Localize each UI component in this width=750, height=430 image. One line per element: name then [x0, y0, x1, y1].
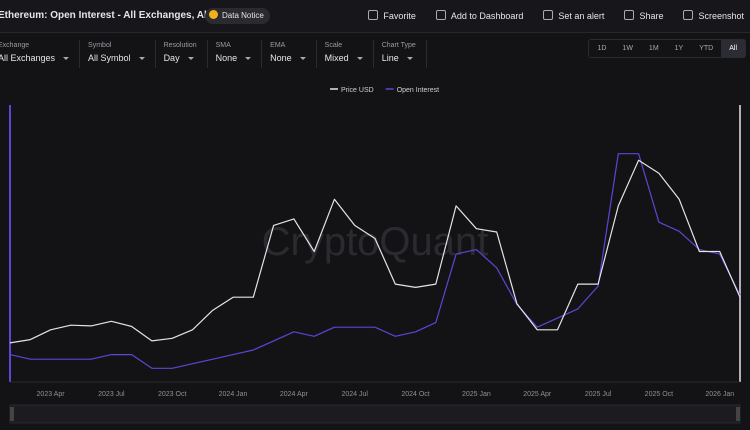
notice-text: Data Notice: [222, 11, 264, 20]
page-title: Ethereum: Open Interest - All Exchanges,…: [0, 10, 249, 21]
control-value: Mixed: [325, 53, 363, 63]
control-value: All Symbol: [88, 53, 145, 63]
navigator-handle[interactable]: [736, 407, 740, 421]
control-label: EMA: [270, 42, 286, 49]
controls: Exchange All Exchanges Symbol All Symbol Res…: [0, 40, 427, 68]
x-tick-label: 2024 Apr: [280, 391, 309, 398]
action-button[interactable]: Share: [624, 11, 663, 21]
action-button[interactable]: Screenshot: [683, 11, 744, 21]
action-button[interactable]: Favorite: [368, 11, 416, 21]
x-tick-label: 2024 Jan: [219, 391, 248, 398]
range-button[interactable]: 1D: [597, 45, 607, 52]
navigator[interactable]: [9, 404, 741, 424]
control[interactable]: EMA None: [262, 40, 317, 68]
control[interactable]: Symbol All Symbol: [80, 40, 156, 68]
control-value: Line: [382, 53, 416, 63]
control-label: SMA: [215, 42, 231, 49]
control-label: Scale: [324, 42, 343, 49]
control-value: All Exchanges: [0, 53, 69, 63]
x-tick-label: 2025 Jul: [585, 391, 612, 398]
x-tick-label: 2024 Oct: [401, 391, 429, 398]
range-button[interactable]: YTD: [699, 45, 714, 52]
action-button[interactable]: Add to Dashboard: [436, 11, 524, 21]
x-tick-label: 2023 Apr: [37, 391, 66, 398]
control[interactable]: Scale Mixed: [317, 40, 374, 68]
legend-label: Price USD: [341, 87, 374, 94]
action-button[interactable]: Set an alert: [543, 11, 604, 21]
control[interactable]: SMA None: [208, 40, 263, 68]
x-tick-label: 2024 Jul: [341, 391, 368, 398]
navigator-handle[interactable]: [10, 407, 14, 421]
control-value: None: [270, 53, 306, 63]
plot-bg: [0, 76, 750, 386]
data-notice[interactable]: Data Notice: [205, 8, 270, 24]
range-button[interactable]: 1Y: [674, 45, 684, 52]
x-tick-label: 2023 Jul: [98, 391, 125, 398]
control[interactable]: Chart Type Line: [374, 40, 427, 68]
top-bar: Ethereum: Open Interest - All Exchanges,…: [0, 0, 750, 33]
control-label: Exchange: [0, 42, 30, 49]
watermark: CryptoQuant: [262, 220, 489, 264]
x-tick-label: 2023 Oct: [158, 391, 186, 398]
control-label: Resolution: [163, 42, 197, 49]
control-label: Symbol: [88, 42, 112, 49]
x-tick-label: 2025 Apr: [523, 391, 552, 398]
control-value: Day: [164, 53, 197, 63]
x-tick-label: 2025 Oct: [645, 391, 673, 398]
range-button[interactable]: 1M: [648, 45, 659, 52]
series-line: [9, 153, 741, 369]
range-button[interactable]: All: [721, 40, 745, 57]
control[interactable]: Exchange All Exchanges: [0, 40, 81, 68]
x-tick-label: 2026 Jan: [705, 391, 734, 398]
x-tick-label: 2025 Jan: [462, 391, 491, 398]
actions: Favorite Add to Dashboard Set an alert Shar…: [348, 10, 744, 21]
control-value: None: [216, 53, 252, 63]
range-selector: 1D 1W 1M 1Y YTD All: [588, 39, 746, 58]
control[interactable]: Resolution Day: [156, 40, 208, 68]
legend-label: Open Interest: [397, 87, 439, 94]
control-label: Chart Type: [381, 42, 416, 49]
range-button[interactable]: 1W: [622, 45, 633, 52]
series-line: [9, 159, 741, 344]
